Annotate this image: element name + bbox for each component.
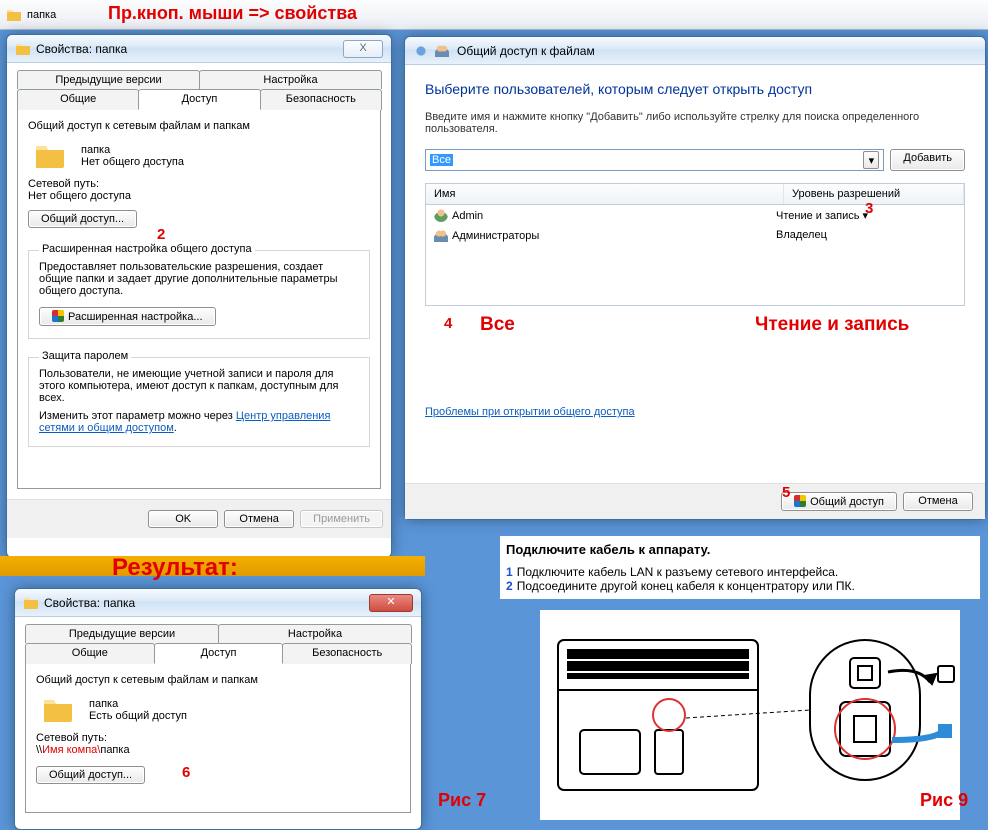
group-password-text: Пользователи, не имеющие учетной записи … (39, 368, 359, 404)
section-network-share-title: Общий доступ к сетевым файлам и папкам (28, 120, 370, 132)
annotation-6: 6 (182, 764, 190, 781)
tab-panel-access: Общий доступ к сетевым файлам и папкам п… (25, 663, 411, 813)
explorer-folder-name: папка (27, 9, 56, 21)
annotation-3: 3 (865, 200, 873, 217)
group-password-legend: Защита паролем (39, 350, 131, 362)
apply-button[interactable]: Применить (300, 510, 383, 528)
folder-icon (34, 140, 66, 172)
wizard-body: Выберите пользователей, которым следует … (405, 65, 985, 519)
share-button[interactable]: Общий доступ... (28, 210, 137, 228)
row-permission[interactable]: Владелец (776, 228, 956, 242)
group-icon (434, 228, 448, 242)
annotation-2: 2 (157, 226, 165, 243)
tab-panel-access: Общий доступ к сетевым файлам и папкам п… (17, 109, 381, 489)
netpath-value: Нет общего доступа (28, 190, 370, 202)
col-name[interactable]: Имя (426, 184, 784, 204)
tab-general[interactable]: Общие (25, 643, 155, 664)
wizard-heading: Выберите пользователей, которым следует … (425, 81, 965, 97)
user-icon (434, 208, 448, 222)
folder-icon (23, 595, 39, 611)
folder-icon (42, 694, 74, 726)
tab-prev-versions[interactable]: Предыдущие версии (25, 624, 219, 643)
window-file-sharing: Общий доступ к файлам Выберите пользоват… (404, 36, 986, 520)
wizard-footer: Общий доступ Отмена (405, 483, 985, 519)
window-title: Свойства: папка (44, 596, 135, 610)
window-properties-2: Свойства: папка ✕ Предыдущие версии Наст… (14, 588, 422, 830)
titlebar[interactable]: Свойства: папка X (7, 35, 391, 63)
share-status: Есть общий доступ (89, 710, 187, 722)
user-combo[interactable]: Все ▾ (425, 149, 884, 171)
tab-prev-versions[interactable]: Предыдущие версии (17, 70, 200, 89)
tab-security[interactable]: Безопасность (260, 89, 382, 110)
dialog-body: Предыдущие версии Настройка Общие Доступ… (15, 617, 421, 823)
folder-icon (6, 7, 22, 23)
folder-icon (15, 41, 31, 57)
tab-setup[interactable]: Настройка (218, 624, 412, 643)
annotation-all: Все (480, 314, 515, 336)
figure-7-label: Рис 7 (438, 790, 486, 811)
close-button[interactable]: ✕ (369, 594, 413, 612)
annotation-top-hint: Пр.кноп. мыши => свойства (108, 3, 357, 24)
row-name: Admin (452, 210, 483, 222)
figure-9-label: Рис 9 (920, 790, 968, 811)
window-title: Свойства: папка (36, 42, 127, 56)
instr-step-1: Подключите кабель LAN к разъему сетевого… (517, 565, 839, 579)
table-row[interactable]: Администраторы Владелец (426, 225, 964, 245)
cancel-button[interactable]: Отмена (224, 510, 294, 528)
netpath-value: \\Имя компа\папка (36, 744, 400, 756)
table-row[interactable]: AdminЧтение и запись ▾ (426, 205, 964, 225)
wizard-subtext: Введите имя и нажмите кнопку "Добавить" … (425, 111, 965, 135)
close-button[interactable]: X (343, 40, 383, 58)
ok-button[interactable]: OK (148, 510, 218, 528)
group-advanced-text: Предоставляет пользовательские разрешени… (39, 261, 359, 297)
share-button[interactable]: Общий доступ (781, 492, 897, 511)
cancel-button[interactable]: Отмена (903, 492, 973, 511)
annotation-perm: Чтение и запись (755, 314, 909, 336)
folder-name: папка (81, 144, 184, 156)
section-network-share-title: Общий доступ к сетевым файлам и папкам (36, 674, 400, 686)
folder-name: папка (89, 698, 187, 710)
window-properties-1: Свойства: папка X Предыдущие версии Наст… (6, 34, 392, 558)
group-password: Защита паролем Пользователи, не имеющие … (28, 357, 370, 447)
share-icon (413, 43, 429, 59)
dialog-buttons: OK Отмена Применить (7, 499, 391, 538)
permissions-table: Имя Уровень разрешений AdminЧтение и зап… (425, 183, 965, 306)
printer-diagram (540, 610, 960, 820)
tab-access[interactable]: Доступ (138, 89, 260, 110)
row-name: Администраторы (452, 230, 539, 242)
troubleshoot-link[interactable]: Проблемы при открытии общего доступа (425, 406, 635, 418)
users-icon (435, 43, 451, 59)
share-status: Нет общего доступа (81, 156, 184, 168)
instr-step-2: Подсоедините другой конец кабеля к конце… (517, 579, 855, 593)
share-button[interactable]: Общий доступ... (36, 766, 145, 784)
netpath-label: Сетевой путь: (36, 732, 400, 744)
tab-setup[interactable]: Настройка (199, 70, 382, 89)
tab-security[interactable]: Безопасность (282, 643, 412, 664)
advanced-settings-button[interactable]: Расширенная настройка... (39, 307, 216, 326)
netpath-label: Сетевой путь: (28, 178, 370, 190)
printer-instructions: Подключите кабель к аппарату. 1Подключит… (500, 536, 980, 599)
titlebar[interactable]: Свойства: папка ✕ (15, 589, 421, 617)
tab-general[interactable]: Общие (17, 89, 139, 110)
group-advanced-legend: Расширенная настройка общего доступа (39, 243, 255, 255)
annotation-result: Результат: (112, 554, 238, 582)
col-perm[interactable]: Уровень разрешений (784, 184, 964, 204)
dialog-body: Предыдущие версии Настройка Общие Доступ… (7, 63, 391, 499)
annotation-5: 5 (782, 484, 790, 501)
user-combo-value: Все (430, 154, 453, 166)
netpath-host: Имя компа\ (42, 744, 100, 756)
group-password-text2: Изменить этот параметр можно через (39, 410, 236, 422)
add-button[interactable]: Добавить (890, 149, 965, 171)
instr-heading: Подключите кабель к аппарату. (506, 542, 974, 557)
group-advanced: Расширенная настройка общего доступа Пре… (28, 250, 370, 339)
annotation-4: 4 (444, 315, 452, 332)
window-title: Общий доступ к файлам (457, 44, 595, 58)
titlebar[interactable]: Общий доступ к файлам (405, 37, 985, 65)
chevron-down-icon[interactable]: ▾ (863, 151, 879, 169)
tab-access[interactable]: Доступ (154, 643, 284, 664)
